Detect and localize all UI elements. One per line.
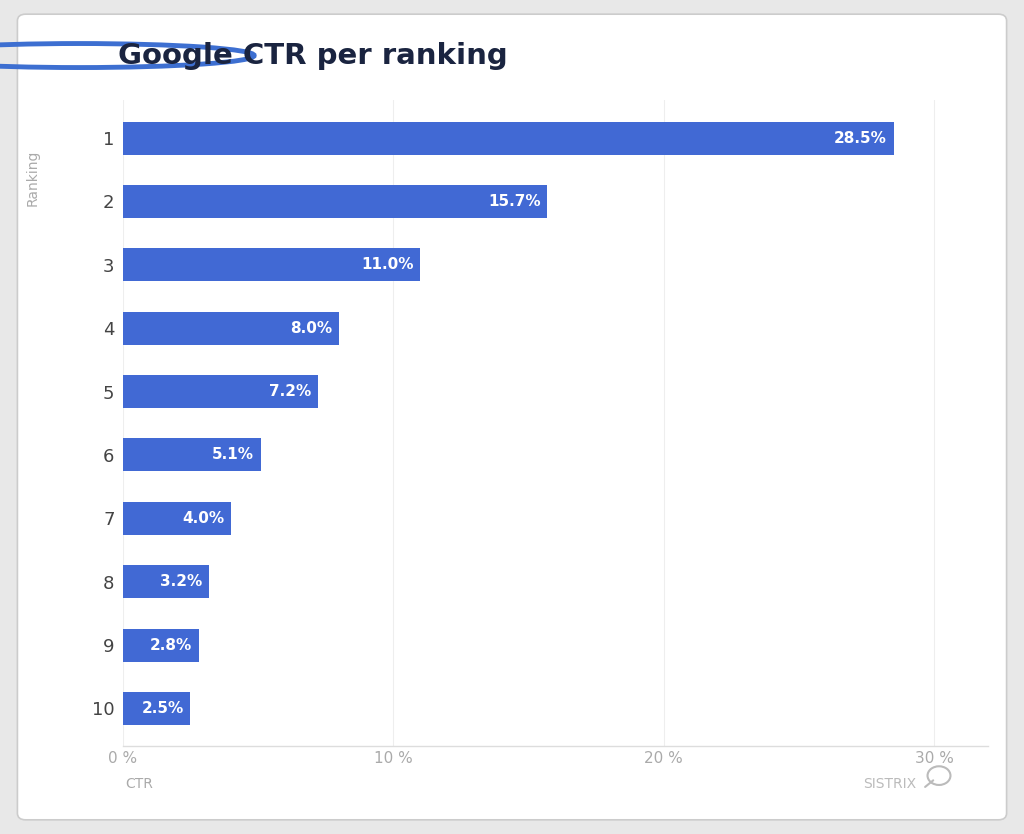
Bar (123, 502, 231, 535)
Text: 3.2%: 3.2% (161, 574, 203, 589)
Text: 2.8%: 2.8% (150, 637, 191, 652)
Bar (123, 185, 548, 218)
Text: Google CTR per ranking: Google CTR per ranking (118, 42, 508, 69)
Bar (123, 122, 894, 154)
Text: 5.1%: 5.1% (212, 447, 254, 462)
Text: 11.0%: 11.0% (361, 258, 414, 273)
Text: 8.0%: 8.0% (291, 321, 333, 336)
Text: 7.2%: 7.2% (268, 384, 311, 399)
Text: CTR: CTR (125, 777, 153, 791)
Text: 2.5%: 2.5% (141, 701, 183, 716)
Text: SISTRIX: SISTRIX (863, 777, 916, 791)
Text: 28.5%: 28.5% (834, 131, 887, 146)
Bar (123, 249, 420, 281)
Text: 15.7%: 15.7% (488, 194, 541, 209)
Bar (123, 692, 190, 725)
Bar (123, 629, 199, 661)
Bar (123, 565, 210, 598)
Text: Ranking: Ranking (26, 150, 40, 207)
Bar (123, 312, 339, 344)
Bar (123, 375, 317, 408)
Bar (123, 439, 261, 471)
Text: 4.0%: 4.0% (182, 510, 224, 525)
